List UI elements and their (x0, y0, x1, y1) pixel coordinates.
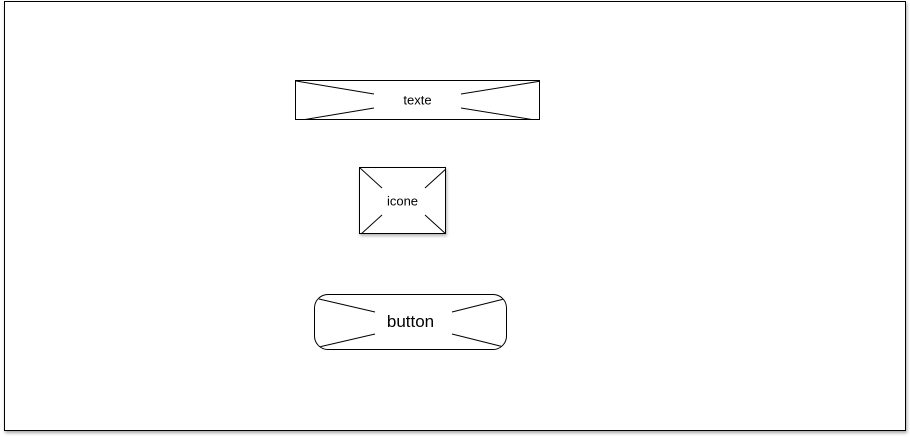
icon-placeholder: icone (359, 167, 446, 234)
wireframe-canvas (4, 1, 906, 431)
text-placeholder-cross (296, 81, 539, 119)
button-placeholder-cross (318, 298, 505, 348)
text-placeholder-label: texte (403, 92, 432, 108)
icon-placeholder-cross (360, 168, 445, 233)
button-placeholder[interactable]: button (314, 294, 507, 350)
icon-placeholder-label: icone (386, 193, 419, 208)
button-placeholder-label: button (386, 312, 435, 331)
text-placeholder: texte (295, 80, 540, 120)
